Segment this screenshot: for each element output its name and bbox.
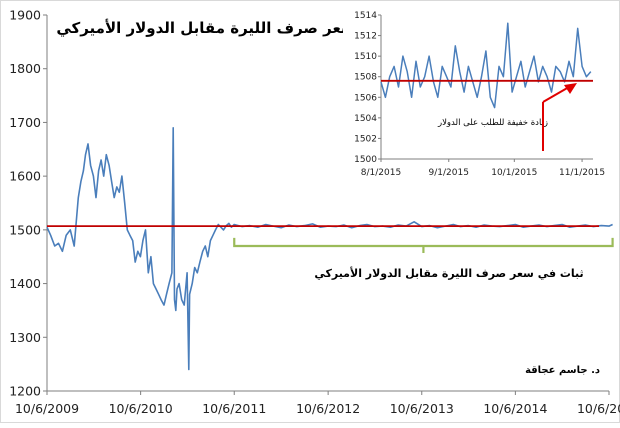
chart-title: سعر صرف الليرة مقابل الدولار الأميركي	[56, 19, 355, 37]
main-axes: 1200 1300 1400 1500 1600 1700 1800 1900 10/6/200…	[9, 8, 620, 417]
inset-axes: 1500 1502 1504 1506 1508 1510 1512 1514 8/1/2015…	[354, 11, 605, 178]
y-tick-label: 1700	[9, 115, 41, 130]
x-tick-label: 10/6/2011	[202, 401, 266, 416]
stability-bracket	[233, 237, 614, 253]
x-tick-label: 10/6/2013	[390, 401, 454, 416]
stability-annotation: ثبات في سعر صرف الليرة مقابل الدولار الأ…	[314, 266, 583, 280]
y-tick-label: 1300	[9, 330, 41, 345]
x-tick-label: 10/6/2012	[296, 401, 360, 416]
inset-y-tick-label: 1508	[354, 73, 377, 83]
y-tick-label: 1800	[9, 61, 41, 76]
inset-y-tick-label: 1510	[354, 52, 377, 62]
author-credit: د. جاسم عجاقة	[525, 365, 600, 376]
inset-y-tick-label: 1514	[354, 11, 377, 21]
y-tick-label: 1600	[9, 169, 41, 184]
x-tick-label: 10/6/2015	[577, 401, 620, 416]
inset-x-tick-label: 8/1/2015	[361, 168, 401, 178]
arrow-shaft	[542, 86, 570, 103]
inset-note: زيادة خفيفة للطلب على الدولار	[437, 118, 548, 128]
arrow-head	[564, 83, 577, 94]
inset-arrow	[542, 83, 577, 151]
x-tick-label: 10/6/2009	[15, 401, 79, 416]
inset-series	[380, 22, 593, 109]
y-tick-label: 1200	[9, 384, 41, 399]
main-annotations: سعر صرف الليرة مقابل الدولار الأميركي ثب…	[56, 19, 614, 376]
inset-x-tick-label: 11/1/2015	[559, 168, 605, 178]
x-tick-label: 10/6/2014	[483, 401, 547, 416]
inset-y-tick-label: 1512	[354, 32, 377, 42]
inset-y-tick-label: 1504	[354, 114, 377, 124]
x-tick-label: 10/6/2010	[109, 401, 173, 416]
inset-x-tick-label: 10/1/2015	[491, 168, 537, 178]
y-tick-label: 1900	[9, 8, 41, 23]
y-tick-label: 1400	[9, 276, 41, 291]
main-series	[46, 127, 613, 371]
inset-x-tick-label: 9/1/2015	[429, 168, 469, 178]
inset-y-tick-label: 1506	[354, 93, 377, 103]
inset-y-tick-label: 1500	[354, 155, 377, 165]
inset-series-line	[380, 22, 592, 109]
y-tick-label: 1500	[9, 222, 41, 237]
inset-chart: 1500 1502 1504 1506 1508 1510 1512 1514 8/1/2015…	[343, 5, 613, 187]
inset-y-tick-label: 1502	[354, 134, 377, 144]
